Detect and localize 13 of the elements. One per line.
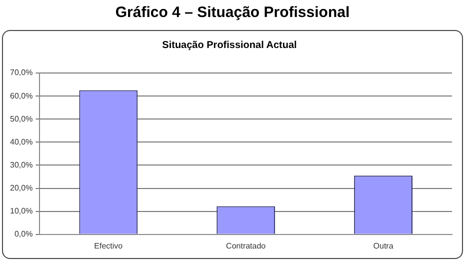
y-tick-label: 20,0% [10, 183, 33, 192]
y-tick-label: 50,0% [10, 114, 33, 124]
x-tick-label: Contratado [226, 241, 266, 250]
x-tick-label: Outra [373, 241, 394, 250]
y-tick-label: 40,0% [10, 137, 33, 146]
y-tick-label: 30,0% [10, 160, 33, 170]
x-tick-label: Efectivo [94, 241, 124, 250]
chart-title: Gráfico 4 – Situação Profissional [114, 4, 351, 23]
y-tick-label: 70,0% [10, 68, 33, 78]
y-tick-label: 10,0% [10, 206, 33, 216]
chart-subtitle: Situação Profissional Actual [162, 40, 298, 51]
y-tick-label: 60,0% [10, 91, 33, 100]
y-tick-label: 0,0% [14, 230, 33, 239]
